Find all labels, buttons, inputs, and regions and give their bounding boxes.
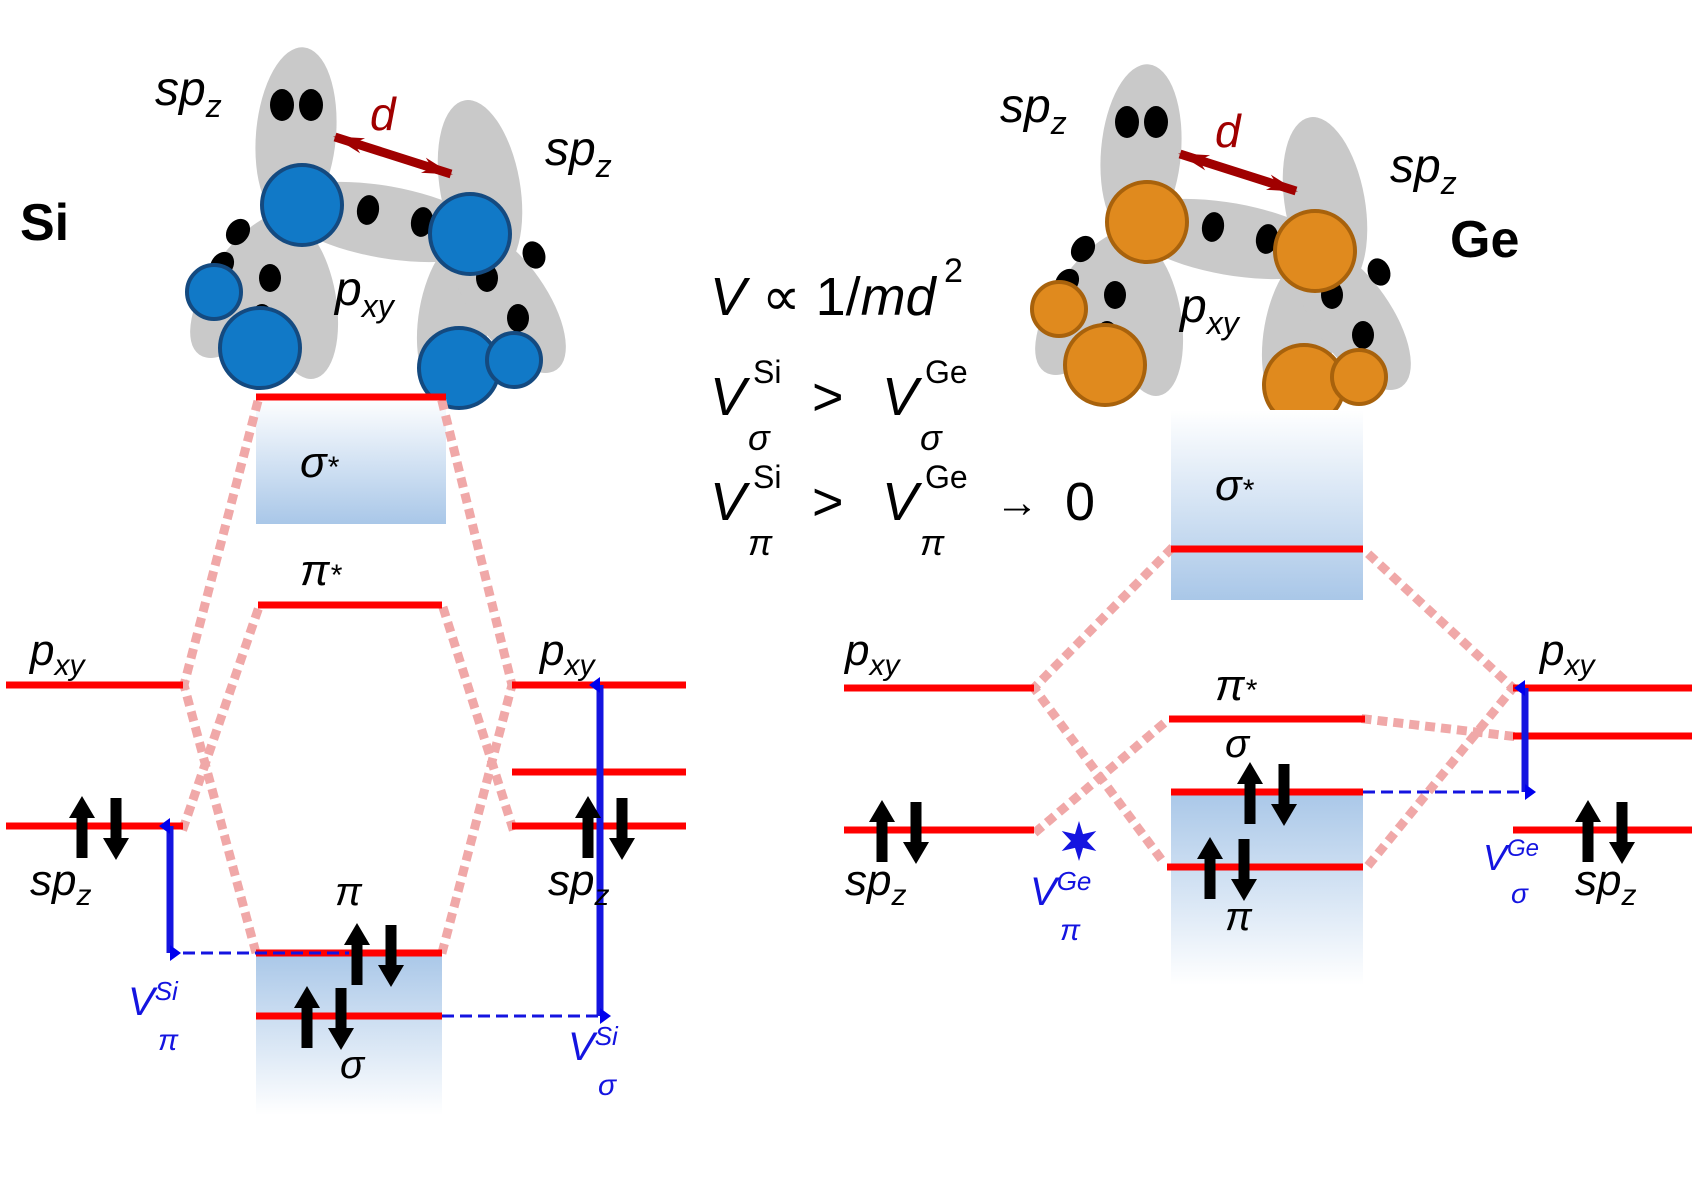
svg-text:Ge: Ge bbox=[925, 459, 968, 495]
svg-text:σ: σ bbox=[1225, 722, 1251, 766]
svg-text:spz: spz bbox=[30, 856, 91, 912]
svg-text:spz: spz bbox=[845, 856, 906, 912]
svg-text:pxy: pxy bbox=[538, 626, 596, 682]
svg-text:π: π bbox=[335, 870, 363, 914]
svg-text:π: π bbox=[158, 1024, 179, 1057]
svg-text:pxy: pxy bbox=[1538, 626, 1596, 682]
svg-text:V: V bbox=[710, 267, 751, 327]
svg-text:VGe: VGe bbox=[1483, 835, 1539, 878]
svg-text:∝ 1/md: ∝ 1/md bbox=[762, 267, 938, 327]
svg-text:pxy: pxy bbox=[843, 626, 901, 682]
svg-text:π: π bbox=[1060, 914, 1081, 947]
svg-text:Si: Si bbox=[20, 194, 69, 252]
svg-text:d: d bbox=[370, 88, 397, 140]
svg-text:pxy: pxy bbox=[333, 263, 396, 324]
svg-text:spz: spz bbox=[155, 63, 222, 124]
svg-text:d: d bbox=[1215, 105, 1242, 157]
svg-text:Si: Si bbox=[753, 459, 781, 495]
svg-text:0: 0 bbox=[1065, 472, 1095, 532]
svg-text:σ: σ bbox=[748, 417, 771, 458]
svg-text:pxy: pxy bbox=[28, 626, 86, 682]
svg-text:σ: σ bbox=[1511, 878, 1529, 909]
svg-text:V: V bbox=[710, 472, 751, 532]
svg-text:π*: π* bbox=[300, 546, 342, 595]
svg-text:VSi: VSi bbox=[128, 976, 179, 1024]
svg-text:VSi: VSi bbox=[568, 1021, 619, 1069]
svg-text:V: V bbox=[710, 367, 751, 427]
svg-text:spz: spz bbox=[1390, 140, 1457, 201]
svg-text:Ge: Ge bbox=[925, 354, 968, 390]
svg-text:π*: π* bbox=[1215, 661, 1257, 710]
svg-text:2: 2 bbox=[944, 252, 963, 290]
svg-text:σ: σ bbox=[340, 1043, 366, 1087]
svg-text:spz: spz bbox=[545, 123, 612, 184]
svg-text:π: π bbox=[920, 522, 945, 563]
svg-text:π: π bbox=[1225, 895, 1253, 939]
svg-text:VGe: VGe bbox=[1030, 866, 1091, 914]
svg-text:>: > bbox=[812, 367, 844, 427]
svg-text:Si: Si bbox=[753, 354, 781, 390]
svg-text:σ: σ bbox=[598, 1069, 618, 1102]
svg-text:spz: spz bbox=[1575, 856, 1636, 912]
svg-text:Ge: Ge bbox=[1450, 211, 1519, 269]
svg-text:pxy: pxy bbox=[1178, 280, 1241, 341]
svg-text:V: V bbox=[882, 367, 923, 427]
svg-text:π: π bbox=[748, 522, 773, 563]
svg-text:σ: σ bbox=[920, 417, 943, 458]
svg-text:spz: spz bbox=[1000, 80, 1067, 141]
svg-text:V: V bbox=[882, 472, 923, 532]
svg-text:>: > bbox=[812, 472, 844, 532]
svg-text:→: → bbox=[995, 478, 1039, 527]
